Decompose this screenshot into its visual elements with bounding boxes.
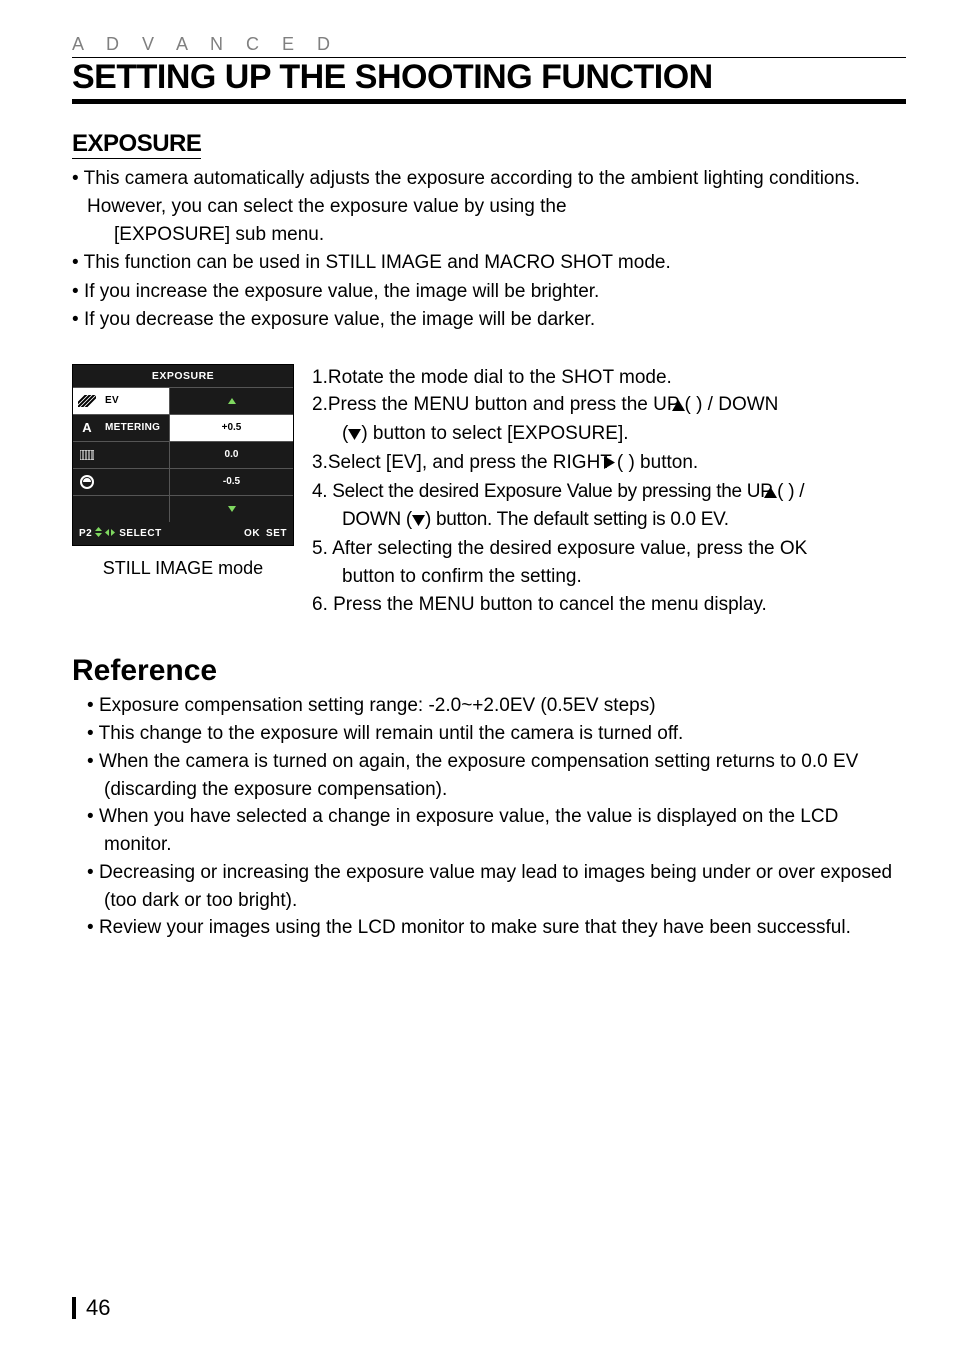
lcd-sidebar: A xyxy=(73,387,101,522)
intro-item: If you increase the exposure value, the … xyxy=(72,278,906,306)
lcd-row-metering: METERING xyxy=(101,414,169,441)
ref-item: Exposure compensation setting range: -2.… xyxy=(72,692,906,720)
intro-item: If you decrease the exposure value, the … xyxy=(72,306,906,334)
intro-item: This camera automatically adjusts the ex… xyxy=(72,165,906,221)
reference-list: Exposure compensation setting range: -2.… xyxy=(72,692,906,942)
lcd-caption: STILL IMAGE mode xyxy=(72,558,294,579)
lcd-row-ev: EV xyxy=(101,387,169,414)
lcd-val-minus: -0.5 xyxy=(170,468,293,495)
lcd-row-empty xyxy=(101,495,169,522)
page-header: A D V A N C E D SETTING UP THE SHOOTING … xyxy=(72,34,906,104)
lcd-tab-bars-icon xyxy=(73,441,101,468)
lcd-val-down-arrow-icon xyxy=(170,495,293,522)
lcd-screen: EXPOSURE A EV xyxy=(72,364,294,546)
intro-item: This function can be used in STILL IMAGE… xyxy=(72,249,906,277)
lcd-main: EV METERING +0.5 0.0 -0.5 xyxy=(101,387,293,522)
step-2-cont: () button to select [EXPOSURE]. xyxy=(312,420,906,449)
lcd-tab-a-icon: A xyxy=(73,414,101,441)
down-triangle-icon xyxy=(412,507,425,535)
ref-item: When you have selected a change in expos… xyxy=(72,803,906,858)
leftright-icon xyxy=(105,528,115,539)
lcd-labels: EV METERING xyxy=(101,387,169,522)
updown-icon xyxy=(95,527,102,540)
lcd-val-zero: 0.0 xyxy=(170,441,293,468)
down-triangle-icon xyxy=(348,421,361,449)
ref-item: Review your images using the LCD monitor… xyxy=(72,914,906,942)
lcd-footer-page: P2 xyxy=(79,528,92,539)
content-row: EXPOSURE A EV xyxy=(72,364,906,619)
step-5-cont: button to confirm the setting. xyxy=(312,563,906,591)
step-4: 4. Select the desired Exposure Value by … xyxy=(312,478,906,507)
step-2: 2.Press the MENU button and press the UP… xyxy=(312,391,906,420)
lcd-row-empty xyxy=(101,468,169,495)
category-label: A D V A N C E D xyxy=(72,34,906,55)
lcd-val-plus: +0.5 xyxy=(170,414,293,441)
page-title: SETTING UP THE SHOOTING FUNCTION xyxy=(72,57,906,104)
ref-item: This change to the exposure will remain … xyxy=(72,720,906,748)
page-number: 46 xyxy=(72,1297,110,1319)
lcd-row-empty xyxy=(101,441,169,468)
step-3: 3.Select [EV], and press the RIGHT ( ) b… xyxy=(312,449,906,478)
step-1: 1.Rotate the mode dial to the SHOT mode. xyxy=(312,364,906,392)
lcd-footer: P2 SELECT OK SET xyxy=(73,522,293,545)
lcd-footer-ok: OK xyxy=(244,528,260,539)
lcd-tab-circle-icon xyxy=(73,468,101,495)
reference-title: Reference xyxy=(72,654,906,688)
steps-column: 1.Rotate the mode dial to the SHOT mode.… xyxy=(312,364,906,619)
section-heading: EXPOSURE xyxy=(72,130,201,159)
ref-item: Decreasing or increasing the exposure va… xyxy=(72,859,906,914)
lcd-footer-set: SET xyxy=(266,528,287,539)
lcd-title: EXPOSURE xyxy=(73,365,293,387)
lcd-body: A EV METERING xyxy=(73,387,293,522)
lcd-tab-empty xyxy=(73,495,101,522)
intro-list: This camera automatically adjusts the ex… xyxy=(72,165,906,334)
lcd-column: EXPOSURE A EV xyxy=(72,364,294,579)
intro-item-indent: [EXPOSURE] sub menu. xyxy=(72,221,906,249)
step-4-cont: DOWN () button. The default setting is 0… xyxy=(312,506,906,535)
lcd-val-up-arrow-icon xyxy=(170,387,293,414)
lcd-tab-hatch-icon xyxy=(73,387,101,414)
lcd-footer-select: SELECT xyxy=(119,528,161,539)
steps-list: 1.Rotate the mode dial to the SHOT mode.… xyxy=(312,364,906,619)
step-6: 6. Press the MENU button to cancel the m… xyxy=(312,591,906,619)
lcd-values: +0.5 0.0 -0.5 xyxy=(169,387,293,522)
ref-item: When the camera is turned on again, the … xyxy=(72,748,906,803)
step-5: 5. After selecting the desired exposure … xyxy=(312,535,906,563)
